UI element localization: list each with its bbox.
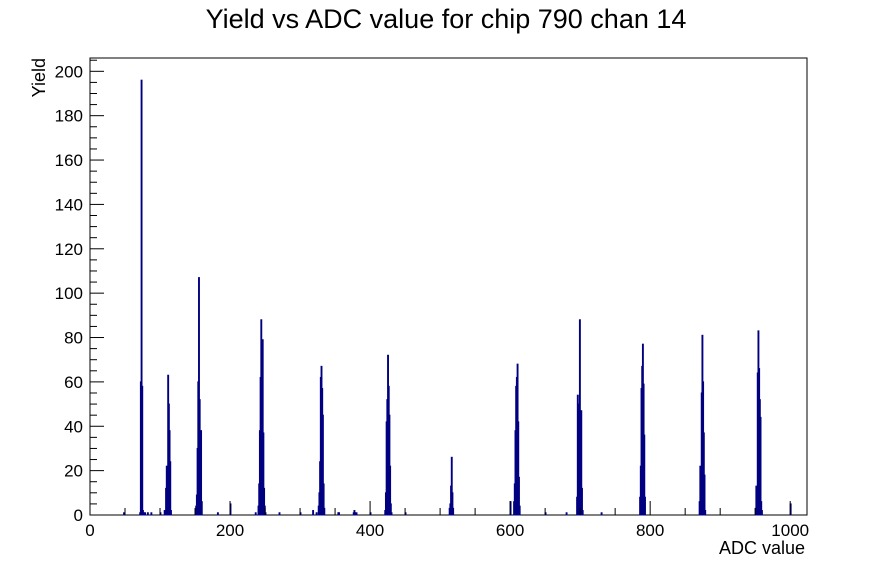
- histogram-bar: [452, 507, 455, 516]
- histogram-bar: [169, 461, 172, 516]
- x-axis: 0 200 400 600 800 1000: [85, 501, 809, 540]
- y-tick-label: 180: [55, 107, 83, 126]
- y-tick-label: 40: [64, 417, 83, 436]
- histogram-bar: [355, 512, 358, 516]
- histogram-bar: [150, 512, 153, 516]
- y-tick-label: 200: [55, 62, 83, 81]
- x-axis-label: ADC value: [719, 538, 805, 558]
- y-tick-label: 100: [55, 284, 83, 303]
- histogram-bar: [216, 512, 219, 516]
- y-tick-label: 0: [74, 506, 83, 525]
- y-tick-label: 140: [55, 195, 83, 214]
- y-axis: 0 20 40 60 80 100 120 140 160 180 200: [55, 59, 104, 525]
- x-tick-label: 0: [85, 521, 94, 540]
- y-tick-label: 120: [55, 240, 83, 259]
- x-tick-label: 400: [356, 521, 384, 540]
- y-tick-label: 20: [64, 462, 83, 481]
- x-tick-label: 200: [216, 521, 244, 540]
- histogram-bar: [144, 512, 147, 516]
- histogram-bar: [565, 512, 568, 516]
- histogram-bar: [146, 512, 149, 516]
- histogram-bar: [278, 512, 281, 516]
- histogram-bar: [312, 510, 315, 516]
- chart-title: Yield vs ADC value for chip 790 chan 14: [206, 4, 687, 34]
- histogram-bars: [123, 79, 792, 516]
- y-tick-label: 80: [64, 329, 83, 348]
- x-tick-label: 600: [496, 521, 524, 540]
- histogram-bar: [759, 416, 762, 516]
- histogram-bar: [323, 507, 326, 516]
- histogram-bar: [354, 512, 357, 516]
- y-axis-label: Yield: [29, 58, 49, 97]
- histogram-bar: [760, 510, 763, 516]
- histogram-bar: [644, 496, 646, 516]
- x-tick-label: 1000: [771, 521, 809, 540]
- histogram-bar: [581, 510, 584, 516]
- histogram-bar: [141, 385, 144, 516]
- histogram-bar: [600, 512, 603, 516]
- histogram-bar: [170, 510, 172, 516]
- histogram-bar: [390, 512, 393, 516]
- histogram-bar: [163, 510, 166, 516]
- histogram-bar: [518, 505, 521, 516]
- histogram-bar: [142, 512, 145, 516]
- histogram-bar: [703, 474, 706, 516]
- histogram-bar: [338, 512, 340, 516]
- histogram-bar: [123, 512, 126, 516]
- y-tick-label: 160: [55, 151, 83, 170]
- histogram-bar: [200, 501, 203, 516]
- plot-frame: [89, 57, 808, 516]
- histogram-bar: [315, 512, 318, 516]
- histogram-bar: [254, 512, 257, 516]
- y-tick-label: 60: [64, 373, 83, 392]
- histogram-bar: [704, 510, 707, 516]
- x-tick-label: 800: [636, 521, 664, 540]
